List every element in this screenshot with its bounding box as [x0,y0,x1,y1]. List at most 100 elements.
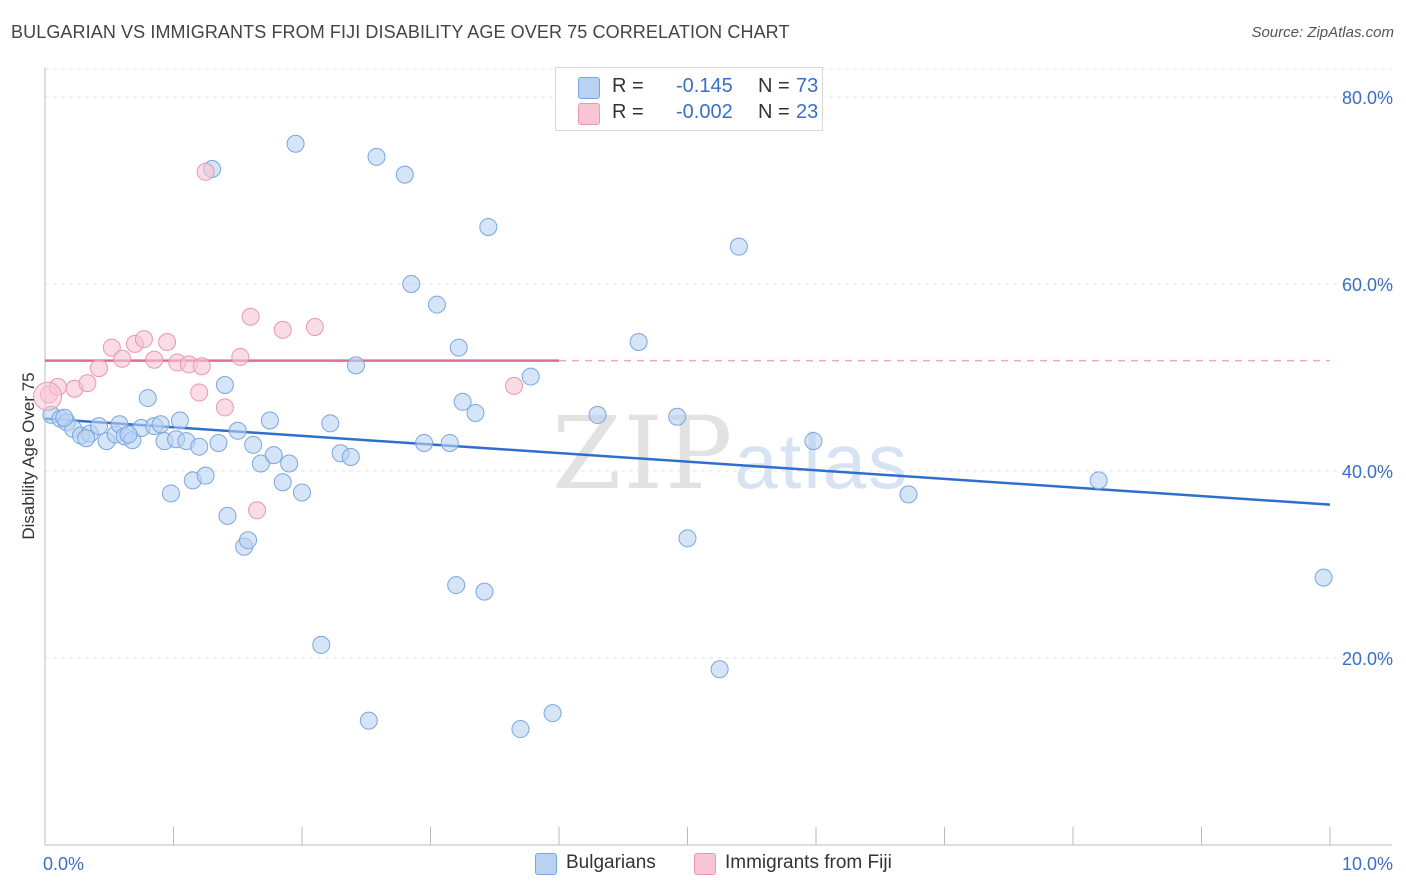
point-bulgarians [479,217,498,236]
legend-n-value: 23 [796,101,819,123]
point-bulgarians [588,405,607,424]
point-bulgarians [228,421,247,440]
point-bulgarians [402,275,421,293]
point-bulgarians [447,576,466,595]
y-tick-label: 20.0% [1342,649,1393,669]
x-tick-label: 10.0% [1342,854,1393,874]
point-bulgarians [244,435,263,454]
point-bulgarians [466,404,485,423]
point-bulgarians [453,392,472,411]
tick-labels: 20.0% 40.0% 60.0% 80.0% 0.0% 10.0% [43,88,1393,874]
point-fiji [241,307,260,326]
grid-lines [45,68,1392,659]
point-bulgarians [196,466,215,485]
point-fiji [134,330,153,349]
point-bulgarians [138,389,157,408]
point-bulgarians [427,295,446,314]
point-fiji [215,398,234,417]
point-bulgarians [215,375,234,394]
legend-r-label: R = [612,75,644,97]
point-bulgarians [804,432,823,451]
point-fiji [505,376,524,395]
point-bulgarians [521,367,540,386]
point-bulgarians [190,437,209,456]
point-bulgarians [359,711,378,730]
point-bulgarians [251,454,270,473]
axes [44,68,1392,846]
chart-title: BULGARIAN VS IMMIGRANTS FROM FIJI DISABI… [11,22,790,42]
point-bulgarians [475,582,494,601]
point-bulgarians [280,454,299,473]
point-bulgarians [151,415,170,434]
point-fiji [196,162,215,181]
legend-n-value: 73 [796,75,819,97]
point-fiji [192,357,211,376]
point-bulgarians [119,425,138,444]
legend-swatch-blue [578,77,600,99]
point-bulgarians [239,531,258,550]
point-bulgarians [449,338,468,357]
point-bulgarians [678,529,697,548]
point-fiji [158,332,177,351]
legend-n-label: N = [758,101,790,123]
point-bulgarians [312,635,331,654]
point-bulgarians [1089,471,1108,490]
point-bulgarians [395,165,414,184]
bottom-legend-swatch-pink [694,853,716,875]
y-axis-label: Disability Age Over 75 [19,372,38,539]
point-fiji [89,359,108,378]
y-tick-label: 40.0% [1342,462,1393,482]
point-bulgarians [273,473,292,492]
point-bulgarians [1314,568,1333,587]
data-points [33,134,1333,739]
point-bulgarians [293,483,311,502]
point-bulgarians [543,704,562,723]
bottom-legend-label: Bulgarians [566,852,656,873]
point-bulgarians [89,417,108,436]
point-fiji [231,347,250,366]
point-bulgarians [629,332,648,351]
point-bulgarians [209,433,228,452]
bottom-legend-label: Immigrants from Fiji [725,852,892,873]
legend-n-label: N = [758,75,790,97]
point-bulgarians [367,147,386,166]
point-bulgarians [729,237,748,256]
point-bulgarians [710,660,729,679]
point-bulgarians [511,720,530,739]
point-bulgarians [218,506,237,525]
point-bulgarians [415,433,434,452]
point-fiji [190,383,209,402]
watermark-atlas: atlas [734,417,910,505]
legend-r-label: R = [612,101,644,123]
point-bulgarians [899,485,918,504]
point-bulgarians [346,356,365,375]
legend-r-value: -0.145 [676,75,733,97]
point-bulgarians [341,447,360,466]
correlation-legend: R = -0.145 N = 73 R = -0.002 N = 23 [555,67,823,131]
point-fiji-cluster [33,381,63,411]
point-fiji [248,501,267,520]
point-fiji [305,318,324,337]
point-fiji [78,374,97,393]
point-bulgarians [55,408,74,427]
point-bulgarians [170,411,189,430]
point-bulgarians [77,429,96,448]
point-bulgarians [161,484,180,503]
source-label: Source: ZipAtlas.com [1251,24,1394,41]
point-bulgarians [264,446,283,465]
y-tick-label: 80.0% [1342,88,1393,108]
point-bulgarians [286,134,305,153]
point-bulgarians [440,433,459,452]
point-fiji [113,349,132,368]
legend-swatch-pink [578,103,600,125]
point-bulgarians [321,414,340,433]
y-tick-label: 60.0% [1342,275,1393,295]
point-bulgarians [260,411,279,430]
point-bulgarians [668,407,687,426]
bottom-legend-swatch-blue [535,853,557,875]
x-tick-label: 0.0% [43,854,84,874]
trend-line-bulgarians [44,417,1331,506]
point-fiji [145,350,164,369]
point-fiji [273,320,292,339]
